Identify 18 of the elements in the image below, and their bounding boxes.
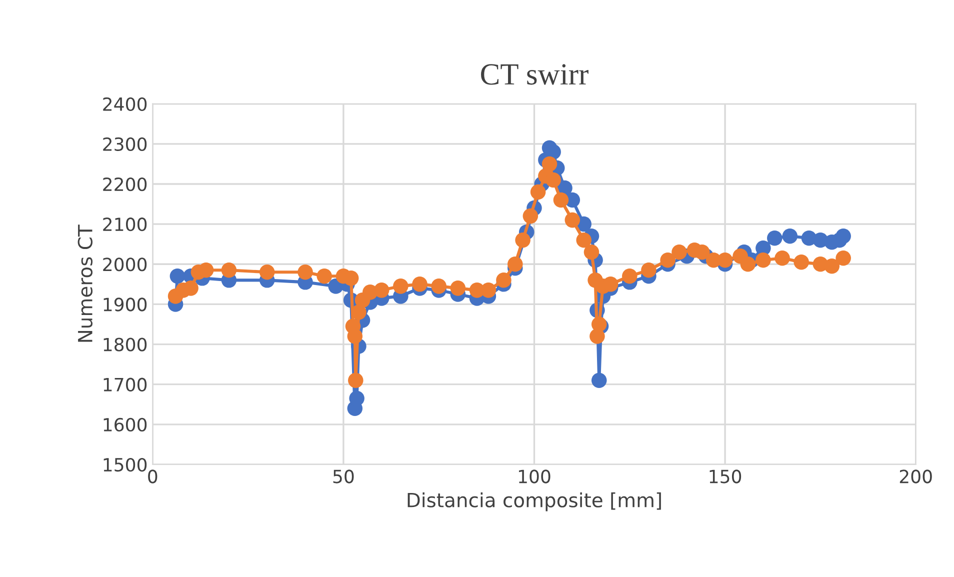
y-tick-label: 1700	[104, 378, 147, 392]
y-tick-label: 2000	[103, 258, 147, 272]
x-tick-label: 0	[148, 470, 158, 484]
y-tick-label: 1800	[104, 338, 147, 352]
y-tick-label: 1600	[104, 418, 147, 432]
y-tick-label: 2300	[103, 137, 147, 152]
y-tick-label: 2100	[103, 218, 147, 232]
x-tick-label: 200	[900, 470, 932, 484]
x-tick-label: 100	[518, 470, 550, 484]
x-tick-label: 150	[710, 470, 742, 484]
y-tick-label: 2400	[103, 97, 147, 111]
x-axis-title: Distancia composite [mm]	[408, 492, 661, 512]
y-axis-title: Numeros CT	[78, 224, 93, 342]
x-tick-label: 50	[333, 470, 354, 484]
chart-title: CT swirr	[481, 64, 588, 85]
y-tick-label: 1500	[104, 458, 147, 472]
y-tick-label: 1900	[104, 298, 147, 312]
y-tick-label: 2200	[103, 177, 147, 192]
